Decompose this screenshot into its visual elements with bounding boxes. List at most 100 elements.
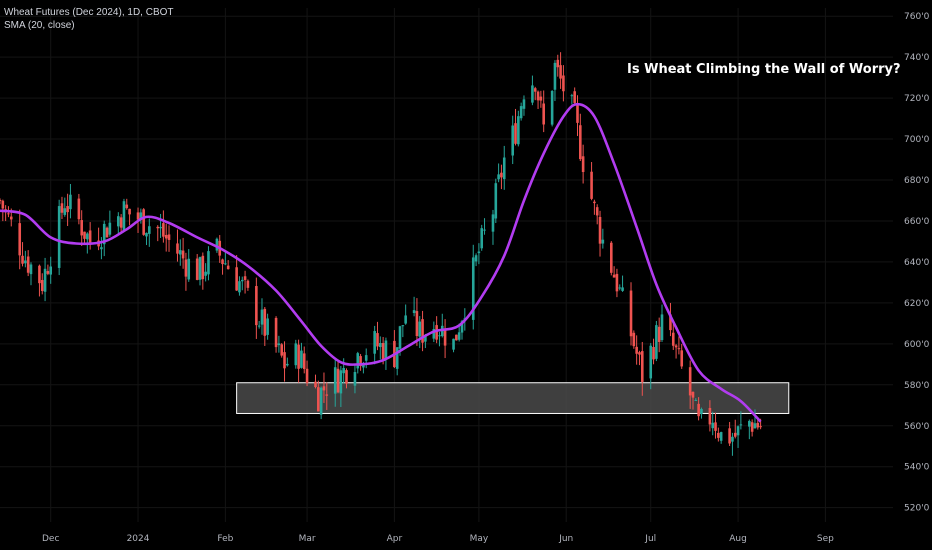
candle-body (680, 350, 684, 367)
candle-body (471, 257, 475, 320)
candle-body (491, 214, 495, 232)
candle-body (26, 256, 30, 273)
candle-body (640, 351, 644, 382)
candle-body (460, 321, 464, 333)
support-zone (236, 382, 790, 414)
candle-body (494, 183, 498, 219)
chart-annotation: Is Wheat Climbing the Wall of Worry? (627, 62, 901, 77)
candle-body (226, 265, 230, 270)
candle-body (748, 420, 751, 427)
candle-body (145, 232, 148, 237)
candle-body (573, 91, 576, 103)
candle-body (215, 238, 219, 251)
time-tick-label: Apr (387, 534, 403, 544)
candle-body (300, 350, 303, 368)
candle-body (187, 258, 191, 280)
candle-body (181, 250, 185, 259)
candle-body (40, 280, 44, 291)
candle-body (125, 204, 129, 209)
indicator-label[interactable]: SMA (20, close) (4, 20, 75, 31)
candle-body (46, 271, 50, 274)
candle-body (49, 266, 53, 275)
candle-body (139, 212, 143, 219)
candle-body (4, 209, 7, 211)
candle-body (378, 342, 382, 348)
candle-body (559, 65, 562, 79)
candle-body (412, 310, 416, 314)
candle-body (731, 436, 734, 442)
candle-body (60, 203, 64, 213)
candle-body (522, 99, 526, 109)
candle-body (739, 424, 743, 426)
candle-body (24, 260, 27, 264)
candle-body (142, 209, 145, 235)
candle-body (556, 59, 560, 68)
candle-body (162, 223, 165, 237)
price-axis[interactable]: 760'0 740'0 720'0 700'0 680'0 660'0 640'0 620'0… (904, 12, 930, 513)
candle-body (263, 308, 267, 336)
candle-body (167, 234, 171, 240)
candle-body (736, 426, 740, 436)
price-tick-label: 520'0 (904, 504, 930, 514)
candle-body (156, 226, 160, 229)
candle-body (314, 381, 317, 388)
price-tick-label: 660'0 (904, 217, 930, 227)
candle-body (519, 106, 523, 119)
price-tick-label: 600'0 (904, 340, 930, 350)
sma-layer (0, 102, 762, 423)
candle-body (550, 91, 554, 125)
candle-body (531, 85, 534, 103)
candle-body (711, 422, 715, 429)
candle-body (325, 394, 329, 396)
candle-body (424, 335, 427, 342)
time-tick-label: 2024 (127, 534, 150, 544)
candle-body (395, 347, 399, 369)
candle-body (497, 174, 500, 180)
time-tick-label: Jul (644, 534, 656, 544)
symbol-title[interactable]: Wheat Futures (Dec 2024), 1D, CBOT (4, 7, 174, 18)
candle-body (756, 422, 760, 428)
candle-body (691, 391, 695, 398)
time-tick-label: Aug (729, 534, 747, 544)
candle-body (717, 432, 720, 438)
candle-body (728, 428, 731, 444)
candle-body (579, 125, 582, 160)
candle-body (195, 258, 199, 280)
candle-body (514, 123, 517, 144)
candle-body (415, 311, 419, 337)
candle-body (581, 156, 585, 173)
candle-body (502, 157, 506, 180)
candle-body (384, 340, 388, 360)
candle-body (21, 255, 24, 264)
candle-body (184, 259, 188, 277)
candle-body (356, 353, 360, 369)
candle-body (615, 273, 619, 292)
candle-body (688, 367, 692, 396)
candle-body (240, 279, 244, 282)
candle-body (576, 104, 579, 123)
candle-body (345, 370, 348, 384)
candle-body (398, 326, 402, 349)
price-tick-label: 540'0 (904, 463, 930, 473)
time-tick-label: Sep (817, 534, 834, 544)
candle-body (322, 386, 326, 391)
candle-body (201, 255, 205, 280)
candle-body (612, 274, 616, 278)
time-axis[interactable]: Dec 2024 Feb Mar Apr May Jun Jul Aug Sep (42, 534, 834, 544)
candle-body (533, 88, 537, 92)
price-tick-label: 740'0 (904, 53, 930, 63)
candle-body (562, 75, 565, 92)
candle-body (598, 216, 602, 244)
candle-body (404, 315, 407, 324)
candle-body (342, 368, 345, 374)
candles-layer (0, 52, 762, 456)
candle-body (674, 345, 678, 348)
candle-body (117, 216, 120, 227)
candle-body (257, 325, 261, 327)
candle-body (277, 343, 281, 346)
sma-line (0, 102, 762, 423)
candle-body (83, 231, 86, 239)
candle-body (159, 226, 162, 229)
candle-body (207, 251, 210, 275)
